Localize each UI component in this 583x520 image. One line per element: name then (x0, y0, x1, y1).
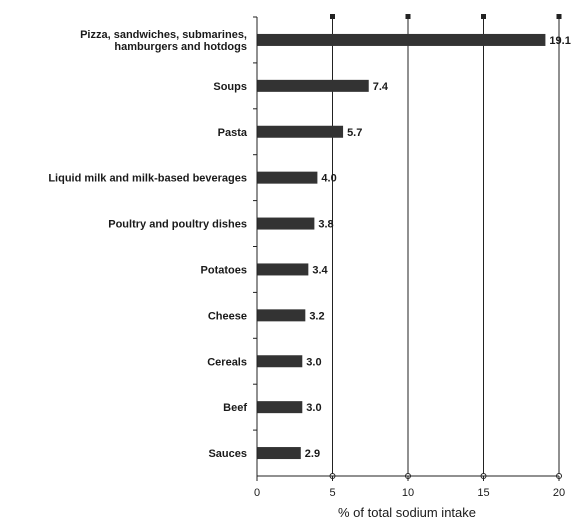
bar (257, 309, 306, 322)
category-label: Poultry and poultry dishes (108, 219, 247, 231)
category-label-line: Cereals (207, 356, 247, 368)
value-label: 2.9 (305, 448, 320, 460)
bar (257, 355, 303, 368)
category-label-line: Beef (223, 402, 247, 414)
x-tick-label: 5 (329, 487, 335, 499)
category-label-line: hamburgers and hotdogs (114, 41, 247, 53)
category-label-line: Sauces (208, 448, 247, 460)
value-label: 3.0 (306, 402, 321, 414)
bar (257, 79, 369, 92)
category-label: Pasta (218, 127, 248, 139)
top-tick-marker (556, 14, 562, 19)
value-label: 3.2 (309, 310, 324, 322)
x-tick-label: 20 (553, 487, 565, 499)
category-label-line: Potatoes (201, 264, 247, 276)
category-label-line: Cheese (208, 310, 247, 322)
x-tick-label: 0 (254, 487, 260, 499)
category-label: Cheese (208, 310, 247, 322)
bar (257, 217, 315, 230)
bar (257, 125, 344, 138)
category-label-line: Soups (213, 81, 247, 93)
value-label: 19.1 (549, 35, 570, 47)
grid-layer (329, 14, 562, 479)
bar (257, 33, 546, 46)
value-label: 3.8 (318, 219, 333, 231)
bar (257, 447, 301, 460)
category-label: Pizza, sandwiches, submarines, hamburgers… (80, 29, 247, 53)
category-label-line: Pasta (218, 127, 248, 139)
category-label-line: Poultry and poultry dishes (108, 219, 247, 231)
value-label: 3.0 (306, 356, 321, 368)
value-label: 4.0 (321, 173, 336, 185)
category-label-line: Liquid milk and milk-based beverages (48, 173, 247, 185)
bar (257, 263, 309, 276)
value-label: 5.7 (347, 127, 362, 139)
x-tick-label: 15 (477, 487, 489, 499)
x-tick-label: 10 (402, 487, 414, 499)
category-label: Potatoes (201, 264, 247, 276)
category-label: Beef (223, 402, 247, 414)
top-tick-marker (481, 14, 486, 19)
category-label: Sauces (208, 448, 247, 460)
bar (257, 401, 303, 414)
top-tick-marker (405, 14, 411, 19)
x-axis-title: % of total sodium intake (338, 505, 476, 520)
category-label: Soups (213, 81, 247, 93)
axis-layer: 0 5 10 15 20 Pizza, sandwiches, submarines, ha… (48, 16, 565, 499)
bar (257, 171, 318, 184)
bar-layer: 19.1 7.4 5.7 4.0 3.8 3.4 3.2 3.0 3.0 2.9 (257, 33, 571, 460)
category-label: Liquid milk and milk-based beverages (48, 173, 247, 185)
category-label-line: Pizza, sandwiches, submarines, (80, 29, 247, 41)
value-label: 3.4 (312, 264, 328, 276)
top-tick-marker (330, 14, 335, 19)
value-label: 7.4 (373, 81, 389, 93)
category-label: Cereals (207, 356, 247, 368)
